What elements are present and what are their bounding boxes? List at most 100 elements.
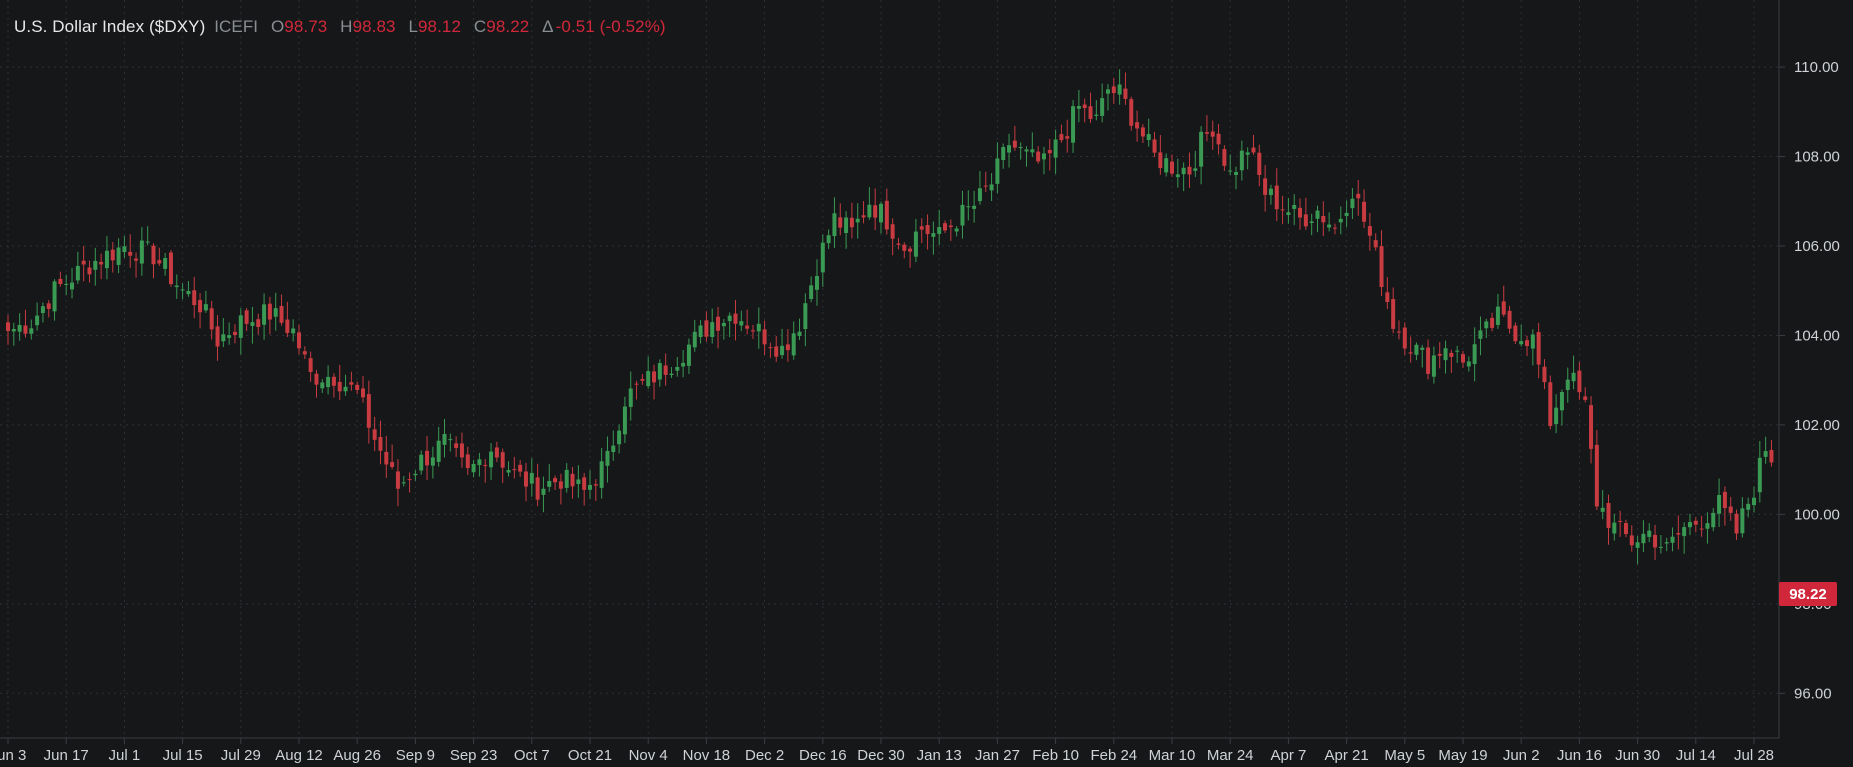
candle[interactable] xyxy=(343,374,348,396)
candle[interactable] xyxy=(855,203,860,239)
candle[interactable] xyxy=(814,259,819,306)
candle[interactable] xyxy=(64,274,69,295)
candle[interactable] xyxy=(1274,168,1279,222)
candle[interactable] xyxy=(1501,285,1506,317)
candle[interactable] xyxy=(407,472,412,493)
candle[interactable] xyxy=(157,247,162,266)
candle[interactable] xyxy=(1228,154,1233,176)
candle[interactable] xyxy=(890,218,895,256)
candle[interactable] xyxy=(1164,153,1169,177)
candle[interactable] xyxy=(669,367,674,379)
candle[interactable] xyxy=(1170,154,1174,177)
candle[interactable] xyxy=(628,371,633,421)
candle[interactable] xyxy=(1769,440,1774,467)
candle[interactable] xyxy=(1338,206,1343,235)
candle[interactable] xyxy=(925,214,930,250)
candle[interactable] xyxy=(454,436,459,457)
candle[interactable] xyxy=(1507,305,1512,334)
candle[interactable] xyxy=(1111,77,1116,104)
candle[interactable] xyxy=(1530,329,1535,366)
candle[interactable] xyxy=(87,260,92,283)
candle[interactable] xyxy=(797,318,802,341)
candle[interactable] xyxy=(1321,201,1326,237)
candle[interactable] xyxy=(337,364,342,400)
candle[interactable] xyxy=(564,463,569,493)
candle[interactable] xyxy=(1391,287,1396,334)
candle[interactable] xyxy=(844,211,849,249)
candle[interactable] xyxy=(1327,212,1332,232)
candle[interactable] xyxy=(1053,129,1058,174)
candle[interactable] xyxy=(721,318,726,340)
candle[interactable] xyxy=(1152,131,1157,158)
candle[interactable] xyxy=(378,420,383,465)
candle[interactable] xyxy=(232,324,237,344)
candle[interactable] xyxy=(349,371,354,391)
candle[interactable] xyxy=(873,188,878,231)
candle[interactable] xyxy=(279,294,284,326)
candle[interactable] xyxy=(256,313,261,335)
candle[interactable] xyxy=(1461,350,1465,368)
candle[interactable] xyxy=(1303,197,1308,230)
candle[interactable] xyxy=(221,318,226,348)
candle[interactable] xyxy=(395,459,400,507)
candle[interactable] xyxy=(1623,519,1628,538)
candle[interactable] xyxy=(960,190,965,239)
candle[interactable] xyxy=(995,142,1000,194)
candle[interactable] xyxy=(1257,144,1262,187)
candle[interactable] xyxy=(838,203,843,236)
candle[interactable] xyxy=(174,274,179,299)
candle[interactable] xyxy=(17,313,22,341)
candle[interactable] xyxy=(535,463,540,507)
candle[interactable] xyxy=(657,359,662,387)
candle[interactable] xyxy=(1606,494,1611,545)
candle[interactable] xyxy=(1658,534,1663,554)
candle[interactable] xyxy=(1030,132,1035,157)
candle[interactable] xyxy=(40,302,45,323)
candle[interactable] xyxy=(762,320,767,356)
candle[interactable] xyxy=(1123,72,1128,105)
candle[interactable] xyxy=(832,197,837,248)
candle[interactable] xyxy=(1245,147,1250,170)
candle[interactable] xyxy=(471,459,476,478)
candle[interactable] xyxy=(1618,510,1623,537)
candle[interactable] xyxy=(1687,513,1692,536)
candle[interactable] xyxy=(1478,316,1483,356)
candle[interactable] xyxy=(500,448,505,483)
candle[interactable] xyxy=(1594,429,1599,511)
candle[interactable] xyxy=(145,226,150,246)
candle[interactable] xyxy=(1740,497,1745,538)
candle[interactable] xyxy=(1216,124,1221,155)
candle[interactable] xyxy=(1140,124,1145,143)
candle[interactable] xyxy=(1559,389,1564,426)
candle[interactable] xyxy=(1268,184,1273,205)
candle[interactable] xyxy=(1146,118,1151,147)
candle[interactable] xyxy=(401,475,406,487)
candle[interactable] xyxy=(331,373,336,398)
candle[interactable] xyxy=(1402,322,1407,356)
candle[interactable] xyxy=(250,306,255,344)
candle[interactable] xyxy=(1484,318,1489,339)
candle[interactable] xyxy=(1239,140,1244,181)
candle[interactable] xyxy=(1332,223,1337,235)
candle[interactable] xyxy=(1222,145,1227,171)
candle[interactable] xyxy=(553,475,558,490)
candle[interactable] xyxy=(1449,349,1454,373)
candle[interactable] xyxy=(198,293,203,329)
candle[interactable] xyxy=(1693,517,1698,533)
candle[interactable] xyxy=(605,436,610,483)
candle[interactable] xyxy=(1414,342,1419,361)
candle[interactable] xyxy=(937,209,942,246)
candle[interactable] xyxy=(1396,320,1401,340)
candle[interactable] xyxy=(931,221,936,255)
candle[interactable] xyxy=(954,226,959,237)
candle[interactable] xyxy=(1385,277,1390,310)
candle[interactable] xyxy=(523,462,528,502)
candle[interactable] xyxy=(1234,166,1239,190)
candle[interactable] xyxy=(262,293,267,340)
candle[interactable] xyxy=(1420,344,1425,368)
candle[interactable] xyxy=(739,310,744,332)
candle[interactable] xyxy=(1158,134,1163,175)
candle[interactable] xyxy=(1583,387,1588,403)
candle[interactable] xyxy=(436,427,441,467)
